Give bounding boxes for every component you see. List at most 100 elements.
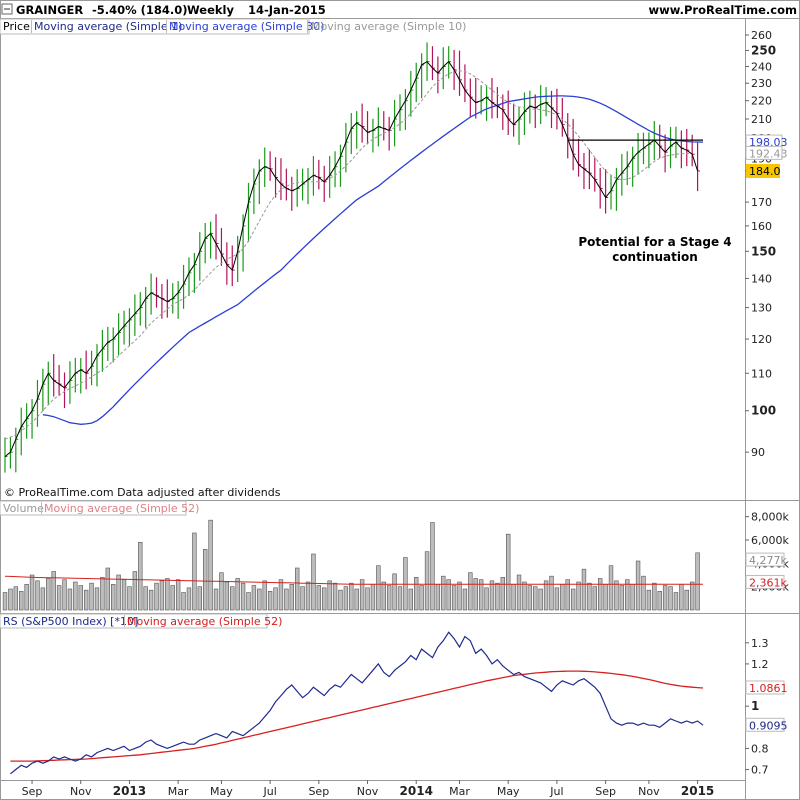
volume-bar	[213, 588, 219, 611]
rs-tick-label: 0.8	[751, 742, 769, 755]
price-label-bg	[746, 163, 780, 178]
price-tick-label: 210	[751, 113, 772, 126]
price-tick-label: 130	[751, 302, 772, 315]
volume-bar	[56, 585, 62, 611]
volume-bar	[652, 582, 657, 611]
x-tick-label: Sep	[595, 785, 616, 798]
period-label: Weekly	[187, 3, 234, 17]
volume-bar	[533, 586, 538, 611]
volume-bar	[67, 588, 73, 611]
price-tick-label: 160	[751, 220, 772, 233]
volume-bar	[159, 580, 165, 611]
price-tick-label: 260	[751, 29, 772, 42]
volume-bar	[684, 589, 689, 611]
volume-bar	[197, 586, 202, 611]
value-label: 0.9095	[749, 719, 788, 732]
legend-ma10: Moving average (Simple 10)	[311, 20, 466, 33]
volume-bar	[251, 585, 257, 611]
volume-bar	[8, 588, 13, 611]
volume-bar	[83, 589, 89, 611]
volume-bar	[148, 589, 154, 611]
volume-bar	[386, 585, 392, 611]
annotation-line-1: Potential for a Stage 4	[578, 235, 731, 249]
chart-header: GRAINGER -5.40% (184.0) Weekly 14-Jan-20…	[1, 3, 797, 17]
price-tick-label: 170	[751, 196, 772, 209]
volume-bar	[641, 575, 646, 611]
volume-bar	[522, 581, 527, 611]
volume-bar	[51, 571, 56, 611]
volume-bar	[365, 587, 370, 611]
rs-tick-label: 1	[751, 699, 759, 713]
volume-bar	[516, 574, 522, 611]
legend-price: Price	[3, 20, 30, 33]
value-label-box	[745, 717, 785, 732]
price-tick-label: 240	[751, 60, 772, 73]
volume-bar	[24, 584, 29, 611]
volume-bar	[581, 568, 587, 611]
x-tick-label: Jul	[262, 785, 276, 798]
volume-bar	[635, 560, 641, 611]
volume-bar	[478, 579, 484, 611]
x-tick-label: 2013	[113, 784, 146, 798]
volume-bar	[462, 588, 468, 611]
volume-bar	[576, 581, 581, 611]
volume-bar	[543, 580, 549, 611]
volume-bar	[105, 567, 110, 611]
volume-tick-label: 8,000k	[751, 511, 789, 524]
price-tick-label: 150	[751, 244, 776, 258]
volume-bar	[376, 565, 381, 611]
volume-bar	[192, 532, 197, 611]
rs-y-axis: 1.3 1.2 1 0.8 0.7	[745, 637, 769, 777]
x-tick-label: Nov	[638, 785, 660, 798]
volume-bar	[625, 579, 630, 611]
volume-bar	[316, 585, 322, 611]
volume-bar	[19, 591, 24, 611]
price-tick-label: 220	[751, 95, 772, 108]
rs-tick-label: 0.7	[751, 764, 769, 777]
volume-bar	[468, 572, 473, 611]
volume-bar	[143, 586, 148, 611]
rs-ma52-line	[10, 670, 704, 762]
volume-bar	[397, 586, 403, 611]
legend-ma1: Moving average (Simple 1)	[34, 20, 182, 33]
volume-bar	[646, 589, 652, 611]
volume-bar	[138, 542, 143, 611]
volume-bar	[332, 582, 338, 611]
value-label: 184.0	[749, 165, 781, 178]
value-label-box	[745, 552, 785, 567]
x-tick-label: May	[210, 785, 233, 798]
x-axis: Sep Nov 2013 Mar May Jul Sep Nov 2014 Mar May Jul Se…	[22, 780, 714, 798]
volume-bar	[495, 582, 500, 611]
volume-bar	[570, 588, 576, 611]
price-tick-label: 120	[751, 333, 772, 346]
copyright-note: © ProRealTime.com Data adjusted after di…	[4, 486, 281, 499]
volume-bar	[392, 573, 397, 611]
volume-bar	[381, 581, 386, 611]
volume-bar	[446, 579, 451, 611]
rs-legend-box	[0, 613, 268, 629]
value-label-box	[745, 680, 785, 695]
x-tick-label: Jul	[549, 785, 563, 798]
volume-bar	[343, 586, 349, 611]
volume-lines	[4, 575, 703, 585]
x-tick-label: Sep	[22, 785, 43, 798]
volume-bar	[668, 586, 673, 611]
volume-bar	[289, 584, 294, 611]
volume-bar	[116, 574, 121, 611]
volume-bar	[511, 584, 516, 611]
volume-bar	[619, 585, 625, 611]
volume-bar	[603, 584, 608, 611]
volume-bar	[62, 579, 67, 611]
volume-bar	[257, 588, 262, 611]
volume-bar	[689, 581, 695, 611]
volume-bar	[235, 578, 240, 611]
value-label: 192.43	[749, 147, 788, 160]
volume-bar	[554, 587, 560, 611]
volume-bars	[2, 519, 700, 611]
rs-lines	[10, 631, 704, 775]
volume-bar	[419, 585, 424, 611]
volume-bar	[305, 581, 311, 611]
price-tick-label: 90	[751, 446, 765, 459]
